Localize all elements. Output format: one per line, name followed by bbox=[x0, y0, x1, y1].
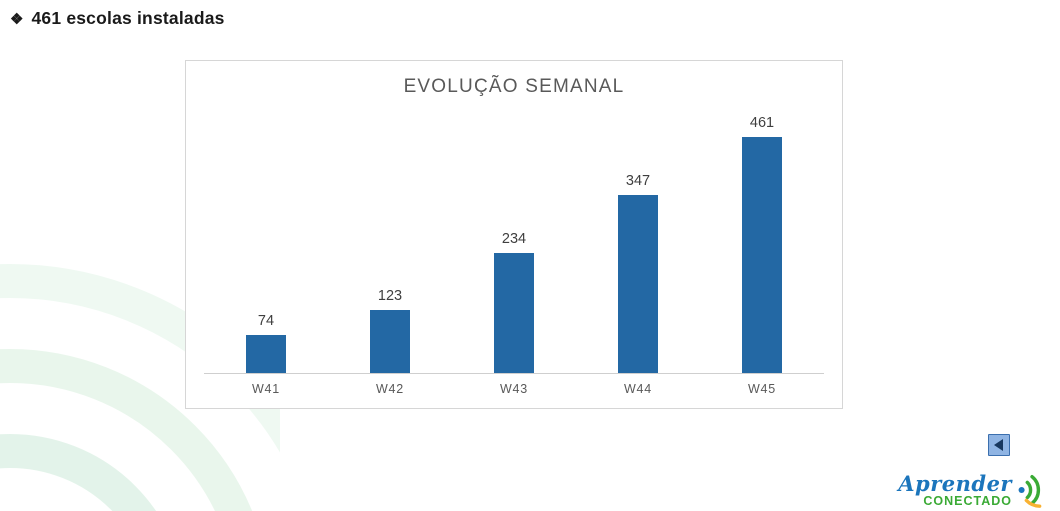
logo-text: Aprender CONECTADO bbox=[898, 473, 1012, 508]
bar bbox=[246, 335, 286, 373]
logo-text-conectado: CONECTADO bbox=[923, 493, 1012, 508]
bar-column: 234 bbox=[452, 231, 576, 373]
bar-value-label: 347 bbox=[625, 173, 651, 189]
bar-column: 461 bbox=[700, 115, 824, 373]
bar-value-label: 461 bbox=[749, 115, 775, 131]
bar bbox=[618, 195, 658, 373]
headline: ❖ 461 escolas instaladas bbox=[10, 8, 225, 31]
x-axis-label: W41 bbox=[251, 382, 281, 396]
x-axis-label: W43 bbox=[499, 382, 529, 396]
bar bbox=[370, 310, 410, 373]
weekly-evolution-chart: EVOLUÇÃO SEMANAL 74 123 234 347 461 W41 W42 W4… bbox=[185, 60, 843, 409]
bar bbox=[494, 253, 534, 373]
back-button[interactable] bbox=[988, 434, 1010, 456]
bar-column: 347 bbox=[576, 173, 700, 373]
aprender-conectado-logo: Aprender CONECTADO bbox=[898, 471, 1052, 509]
bar-value-label: 74 bbox=[257, 313, 275, 329]
logo-text-aprender: Aprender bbox=[898, 470, 1012, 496]
back-arrow-icon bbox=[994, 439, 1003, 451]
diamond-bullet-icon: ❖ bbox=[10, 11, 24, 28]
x-axis-labels: W41 W42 W43 W44 W45 bbox=[204, 382, 824, 400]
bar-column: 74 bbox=[204, 313, 328, 373]
chart-title: EVOLUÇÃO SEMANAL bbox=[403, 76, 625, 97]
bar-value-label: 123 bbox=[377, 288, 403, 304]
bar bbox=[742, 137, 782, 373]
bar-chart-plot: 74 123 234 347 461 bbox=[204, 111, 824, 374]
x-axis-label: W42 bbox=[375, 382, 405, 396]
x-axis-label: W45 bbox=[747, 382, 777, 396]
bar-value-label: 234 bbox=[501, 231, 527, 247]
headline-text: 461 escolas instaladas bbox=[31, 8, 225, 28]
bar-column: 123 bbox=[328, 288, 452, 373]
wifi-signal-icon bbox=[1018, 474, 1042, 508]
x-axis-label: W44 bbox=[623, 382, 653, 396]
